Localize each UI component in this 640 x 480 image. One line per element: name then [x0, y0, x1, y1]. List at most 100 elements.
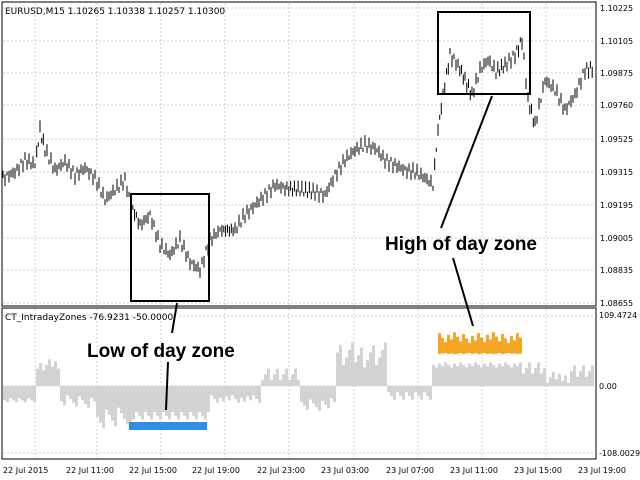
high-zone-box [437, 11, 531, 95]
indicator-bar [483, 363, 486, 386]
indicator-bar [393, 386, 396, 400]
indicator-bar [96, 386, 99, 417]
indicator-bar [9, 386, 12, 399]
indicator-bar [123, 386, 126, 419]
time-tick: 23 Jul 11:00 [450, 466, 498, 475]
indicator-bar [417, 386, 420, 396]
indicator-bar [375, 364, 378, 386]
indicator-bar [186, 386, 189, 420]
indicator-bar [183, 386, 186, 416]
indicator-bar [387, 386, 390, 393]
time-tick: 23 Jul 15:00 [514, 466, 562, 475]
indicator-bar [87, 386, 90, 408]
low-zone-bar [186, 422, 189, 430]
indicator-bar [558, 373, 561, 386]
indicator-bar [330, 386, 333, 399]
low-zone-bar [150, 422, 153, 430]
indicator-bar [3, 386, 6, 401]
high-zone-label: High of day zone [385, 234, 537, 255]
price-tick: 1.10105 [600, 37, 633, 46]
indicator-bar [48, 359, 51, 386]
indicator-bar [465, 367, 468, 386]
high-zone-bar [519, 337, 522, 354]
indicator-bar [348, 350, 351, 386]
indicator-bar [219, 386, 222, 398]
indicator-bar [249, 386, 252, 401]
low-zone-bar [180, 422, 183, 430]
indicator-bar [549, 377, 552, 386]
high-pointer-line-bottom [452, 257, 474, 327]
indicator-bar [192, 386, 195, 416]
indicator-bar [498, 363, 501, 386]
time-tick: 23 Jul 07:00 [386, 466, 434, 475]
high-zone-bar [495, 336, 498, 354]
indicator-tick: -108.0029 [599, 449, 640, 458]
indicator-bar [432, 364, 435, 386]
price-tick: 1.09005 [600, 234, 633, 243]
indicator-bar [102, 386, 105, 429]
indicator-bar [306, 386, 309, 410]
indicator-bar [534, 368, 537, 386]
indicator-bar [291, 374, 294, 386]
indicator-bar [363, 367, 366, 386]
indicator-bar [75, 386, 78, 407]
indicator-bar [267, 368, 270, 386]
indicator-bar [105, 386, 108, 410]
indicator-bar [492, 364, 495, 386]
low-zone-bar [195, 422, 198, 430]
indicator-bar [24, 386, 27, 403]
indicator-bar [93, 386, 96, 402]
indicator-bar [309, 386, 312, 400]
indicator-bar [135, 386, 138, 412]
indicator-bars [3, 332, 594, 430]
indicator-bar [276, 368, 279, 386]
indicator-bar [240, 386, 243, 398]
indicator-bar [333, 386, 336, 403]
indicator-bar [453, 363, 456, 386]
indicator-bar [468, 363, 471, 386]
indicator-bar [237, 386, 240, 403]
high-zone-bar [462, 334, 465, 354]
price-tick: 1.09315 [600, 168, 633, 177]
indicator-bar [207, 386, 210, 412]
candle-wicks [2, 37, 593, 278]
indicator-bar [408, 386, 411, 396]
high-zone-bar [483, 342, 486, 354]
indicator-bar [153, 386, 156, 412]
indicator-bar [324, 386, 327, 405]
high-zone-bar [441, 337, 444, 354]
indicator-bar [384, 342, 387, 386]
indicator-bar [582, 365, 585, 386]
indicator-bar [159, 386, 162, 420]
indicator-bar [510, 367, 513, 386]
indicator-bar [285, 368, 288, 386]
low-zone-bar [162, 422, 165, 430]
indicator-bar [18, 386, 21, 399]
indicator-bar [225, 386, 228, 397]
indicator-bar [174, 386, 177, 416]
indicator-bar [504, 362, 507, 386]
low-pointer-line-bottom [165, 361, 169, 411]
indicator-header: CT_IntradayZones -76.9231 -50.0000 [5, 313, 173, 323]
time-tick: 22 Jul 19:00 [192, 466, 240, 475]
indicator-bar [447, 364, 450, 386]
indicator-bar [342, 364, 345, 386]
indicator-bar [459, 362, 462, 386]
indicator-bar [474, 362, 477, 386]
indicator-bar [132, 386, 135, 420]
time-tick: 23 Jul 19:00 [578, 466, 626, 475]
indicator-bar [312, 386, 315, 404]
high-zone-bar [516, 333, 519, 355]
indicator-bar [345, 357, 348, 386]
indicator-bar [336, 352, 339, 386]
indicator-bar [213, 386, 216, 399]
indicator-bar [273, 374, 276, 386]
indicator-bar [585, 376, 588, 386]
indicator-bar [444, 362, 447, 386]
price-panel[interactable] [1, 1, 597, 307]
low-zone-bar [177, 422, 180, 430]
indicator-bar [231, 386, 234, 396]
indicator-bar [222, 386, 225, 402]
indicator-bar [144, 386, 147, 412]
